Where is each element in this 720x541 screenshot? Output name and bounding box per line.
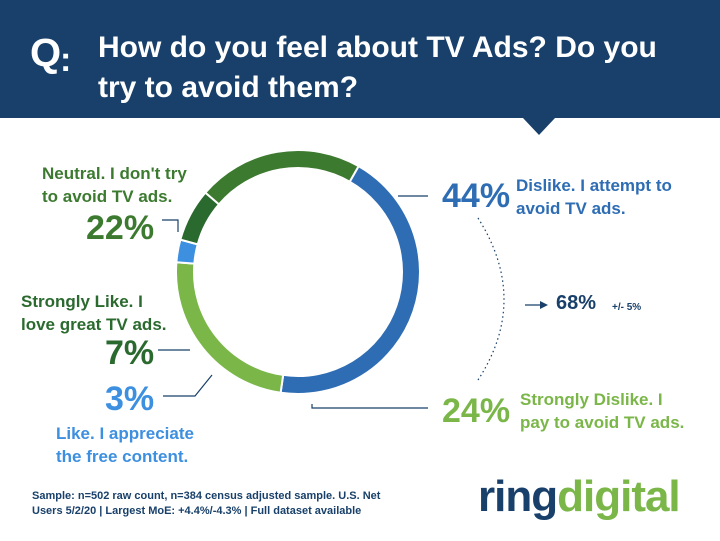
label-strongly-like: Strongly Like. I love great TV ads. — [21, 290, 167, 336]
footnote-line2: Users 5/2/20 | Largest MoE: +4.4%/-4.3% … — [32, 505, 362, 517]
question-header: Q : How do you feel about TV Ads? Do you… — [0, 0, 720, 118]
label-neutral-line1: Neutral. I don't try — [42, 164, 187, 183]
label-strongly-dislike-line1: Strongly Dislike. I — [520, 390, 663, 409]
leader-line-neutral — [162, 219, 179, 232]
label-dislike: Dislike. I attempt to avoid TV ads. — [516, 174, 672, 220]
label-dislike-line1: Dislike. I attempt to — [516, 176, 672, 195]
q-colon: : — [60, 41, 72, 79]
summary-bracket — [477, 217, 505, 381]
label-like-line2: the free content. — [56, 447, 189, 466]
ringdigital-logo: ringdigital — [478, 472, 681, 522]
donut-slice-4 — [203, 149, 360, 206]
header-pointer — [523, 118, 555, 135]
summary-moe: +/- 5% — [612, 302, 642, 313]
label-strongly-dislike: Strongly Dislike. I pay to avoid TV ads. — [520, 388, 684, 434]
label-strongly-like-line1: Strongly Like. I — [21, 292, 143, 311]
summary-value: 68% — [556, 292, 597, 314]
pct-neutral: 22% — [86, 209, 155, 247]
label-like-line1: Like. I appreciate — [56, 424, 194, 443]
label-dislike-line2: avoid TV ads. — [516, 199, 626, 218]
pct-like: 3% — [105, 380, 155, 418]
q-label: Q — [30, 31, 62, 75]
label-strongly-dislike-line2: pay to avoid TV ads. — [520, 413, 685, 432]
logo-part-ring: ring — [478, 472, 558, 521]
pct-dislike: 44% — [442, 177, 511, 215]
pct-strongly-dislike: 24% — [442, 392, 511, 430]
leader-line-strongly-dislike — [311, 404, 428, 409]
label-strongly-like-line2: love great TV ads. — [21, 315, 167, 334]
question-text: How do you feel about TV Ads? Do you try… — [98, 31, 657, 104]
leader-line-like — [163, 374, 213, 397]
sample-footnote: Sample: n=502 raw count, n=384 census ad… — [32, 489, 392, 519]
pct-strongly-like: 7% — [105, 334, 155, 372]
summary-arrow-head — [540, 301, 548, 309]
donut-slice-1 — [175, 261, 285, 394]
label-neutral-line2: to avoid TV ads. — [42, 187, 173, 206]
label-like: Like. I appreciate the free content. — [56, 422, 194, 468]
logo-part-digital: digital — [557, 472, 681, 521]
label-neutral: Neutral. I don't try to avoid TV ads. — [42, 162, 187, 208]
footnote-line1: Sample: n=502 raw count, n=384 census ad… — [32, 490, 381, 502]
donut-slice-0 — [279, 164, 421, 395]
